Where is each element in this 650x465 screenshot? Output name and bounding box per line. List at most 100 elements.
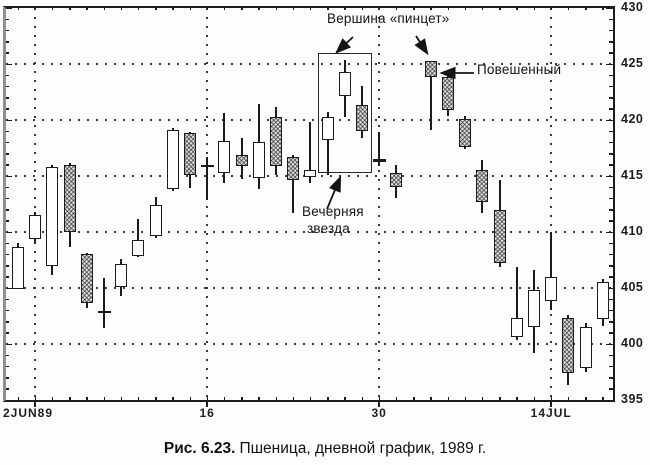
x-day-tick [86,8,88,10]
x-day-tick [344,397,346,400]
candle-body-hatched [424,60,437,78]
x-day-tick [585,397,587,400]
candle-body-hatched [287,156,300,181]
candle-wick [309,122,312,183]
y-axis-tick [6,197,9,200]
y-axis-tick [609,220,613,222]
candle-wick [378,132,381,166]
y-axis-tick [609,141,613,144]
x-day-tick [189,397,191,400]
x-day-tick [413,397,415,400]
candle-wick [515,266,518,340]
x-day-tick [103,397,105,400]
candle-body-white [321,116,334,141]
y-axis-tick [606,63,613,65]
x-day-tick [378,397,381,400]
v-gridline [550,8,553,400]
h-gridline [6,119,613,121]
y-axis-tick [609,276,613,278]
caption-text: Пшеница, дневной график, 1989 г. [239,440,487,457]
y-axis-tick [609,97,613,99]
candle-body-white [12,246,24,290]
candle-body-white [304,170,317,178]
y-axis-tick [6,29,9,32]
y-axis-label: 425 [621,56,644,70]
candle-wick [429,60,432,131]
x-day-tick [258,397,260,400]
y-axis-tick [6,63,12,65]
x-day-tick [533,8,535,10]
x-day-tick [137,8,140,10]
evening-star-line1: Вечерняя [302,204,364,219]
y-axis-tick [609,164,613,166]
y-axis-tick [6,377,9,379]
x-day-tick [69,397,71,400]
hanging-man-label: Повешенный [477,62,562,77]
tweezers-top-label: Вершина «пинцет» [327,11,450,26]
y-axis-tick [609,209,613,211]
y-axis-tick [6,52,9,54]
x-day-tick [155,8,157,10]
x-day-tick [499,8,501,10]
candle-wick [326,112,329,175]
x-day-tick [309,8,312,10]
y-axis-tick [6,298,9,301]
y-axis-tick [609,309,613,312]
x-day-tick [533,397,535,400]
x-day-tick [51,397,54,400]
x-day-tick [292,397,295,400]
candle-wick [103,277,105,329]
y-axis-tick [609,354,613,357]
y-axis-tick [609,18,613,21]
evening-star-line2: звезда [307,221,350,236]
y-axis-tick [6,365,9,368]
x-day-tick [223,8,226,10]
v-gridline [378,8,381,400]
y-axis-tick [6,85,9,88]
y-axis-tick [606,287,613,289]
x-day-tick [413,8,415,10]
y-axis-tick [609,388,613,390]
y-axis-tick [6,74,9,77]
doji-open-close-dash [97,310,111,314]
y-axis-tick [606,399,613,401]
y-axis-tick [609,265,613,267]
candle-body-white [545,276,558,302]
candle-wick [550,232,553,311]
x-axis-label: 14JUL [530,406,572,420]
y-axis-tick [609,41,613,43]
h-gridline [6,231,613,233]
y-axis-tick [6,287,12,289]
y-axis-tick [6,332,9,334]
y-axis-tick [6,231,12,233]
candle-body-hatched [270,116,282,166]
y-axis-tick [6,253,9,256]
y-axis-tick [6,354,9,357]
candle-body-white [166,130,179,190]
y-axis-tick [6,175,12,177]
candle-body-hatched [562,318,575,374]
y-axis-tick [6,265,9,267]
y-axis-tick [609,298,613,301]
x-day-tick [585,8,587,10]
x-axis-label: 2JUN89 [3,406,54,420]
x-day-tick [481,8,484,10]
candle-body-white [29,215,42,239]
y-axis-tick [609,377,613,379]
y-axis-tick [6,41,9,43]
candle-body-hatched [80,254,93,303]
y-axis-tick [609,130,613,133]
candle-body-hatched [356,105,368,132]
x-day-tick [430,8,432,10]
x-day-tick [172,397,174,400]
x-day-tick [275,397,277,400]
y-axis-tick [6,108,9,110]
v-gridline [34,8,37,400]
x-day-tick [206,8,209,10]
candle-body-white [338,71,351,97]
y-axis-tick [609,153,613,155]
y-axis-label: 400 [621,336,644,350]
candle-body-hatched [184,133,196,175]
x-day-tick [206,397,209,400]
v-gridline [206,8,209,400]
